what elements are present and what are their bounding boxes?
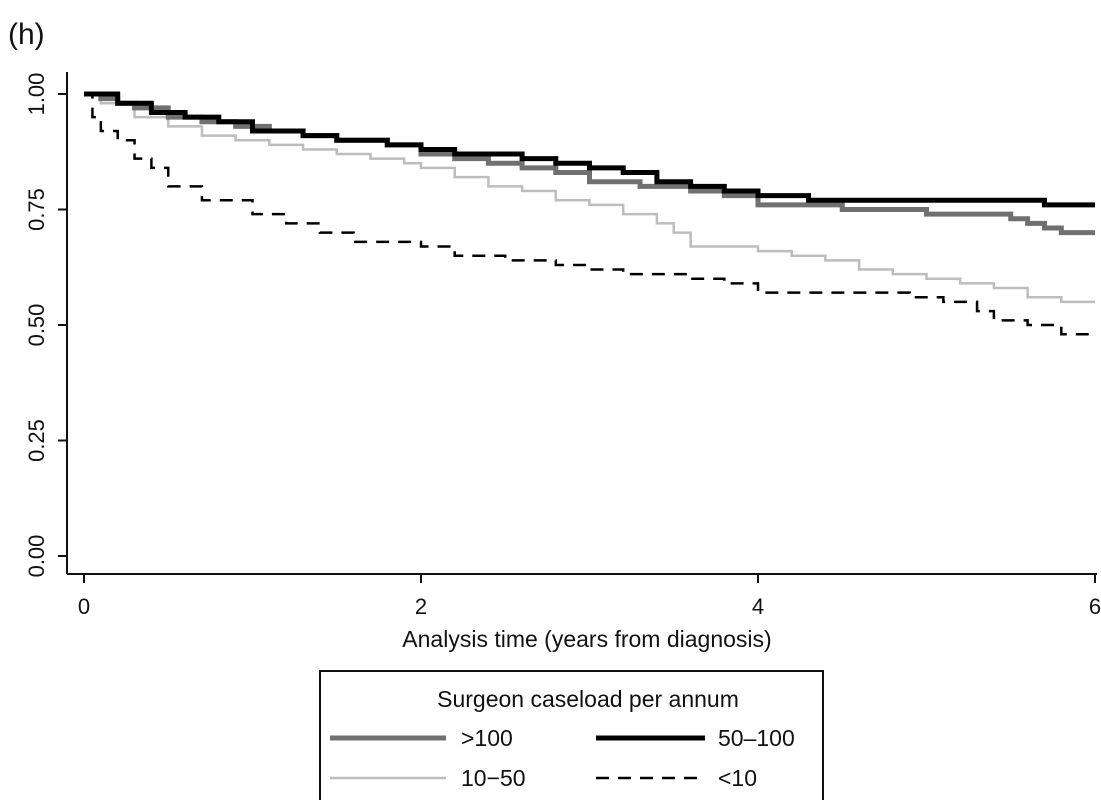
x-tick-label: 4 xyxy=(752,594,764,619)
y-ticks: 0.00 0.25 0.50 0.75 1.00 xyxy=(24,73,67,578)
legend-label-50-100: 50–100 xyxy=(718,725,795,751)
panel-label: (h) xyxy=(8,18,45,51)
y-tick-label: 0.75 xyxy=(24,188,49,231)
plot-area xyxy=(84,91,1095,336)
x-tick-label: 2 xyxy=(415,594,427,619)
x-axis-title: Analysis time (years from diagnosis) xyxy=(402,626,771,652)
axes: 0 2 4 6 0.00 0.25 0.50 0.75 1.00 xyxy=(24,72,1101,619)
series-line-10-50 xyxy=(84,92,1095,304)
legend-title: Surgeon caseload per annum xyxy=(437,686,739,712)
series-line-10 xyxy=(84,92,1095,336)
legend: Surgeon caseload per annum >100 50–100 10−… xyxy=(319,670,824,800)
legend-label-10: <10 xyxy=(718,765,757,791)
x-tick-label: 0 xyxy=(78,594,90,619)
x-tick-label: 6 xyxy=(1089,594,1101,619)
legend-label-100: >100 xyxy=(461,725,513,751)
legend-label-10-50: 10−50 xyxy=(461,765,526,791)
x-ticks: 0 2 4 6 xyxy=(78,574,1101,619)
legend-items: >100 50–100 10−50 <10 xyxy=(330,725,795,791)
y-tick-label: 0.50 xyxy=(24,304,49,347)
series-line-50-100 xyxy=(84,91,1095,208)
y-tick-label: 0.25 xyxy=(24,419,49,462)
y-tick-label: 1.00 xyxy=(24,73,49,116)
y-tick-label: 0.00 xyxy=(24,535,49,578)
